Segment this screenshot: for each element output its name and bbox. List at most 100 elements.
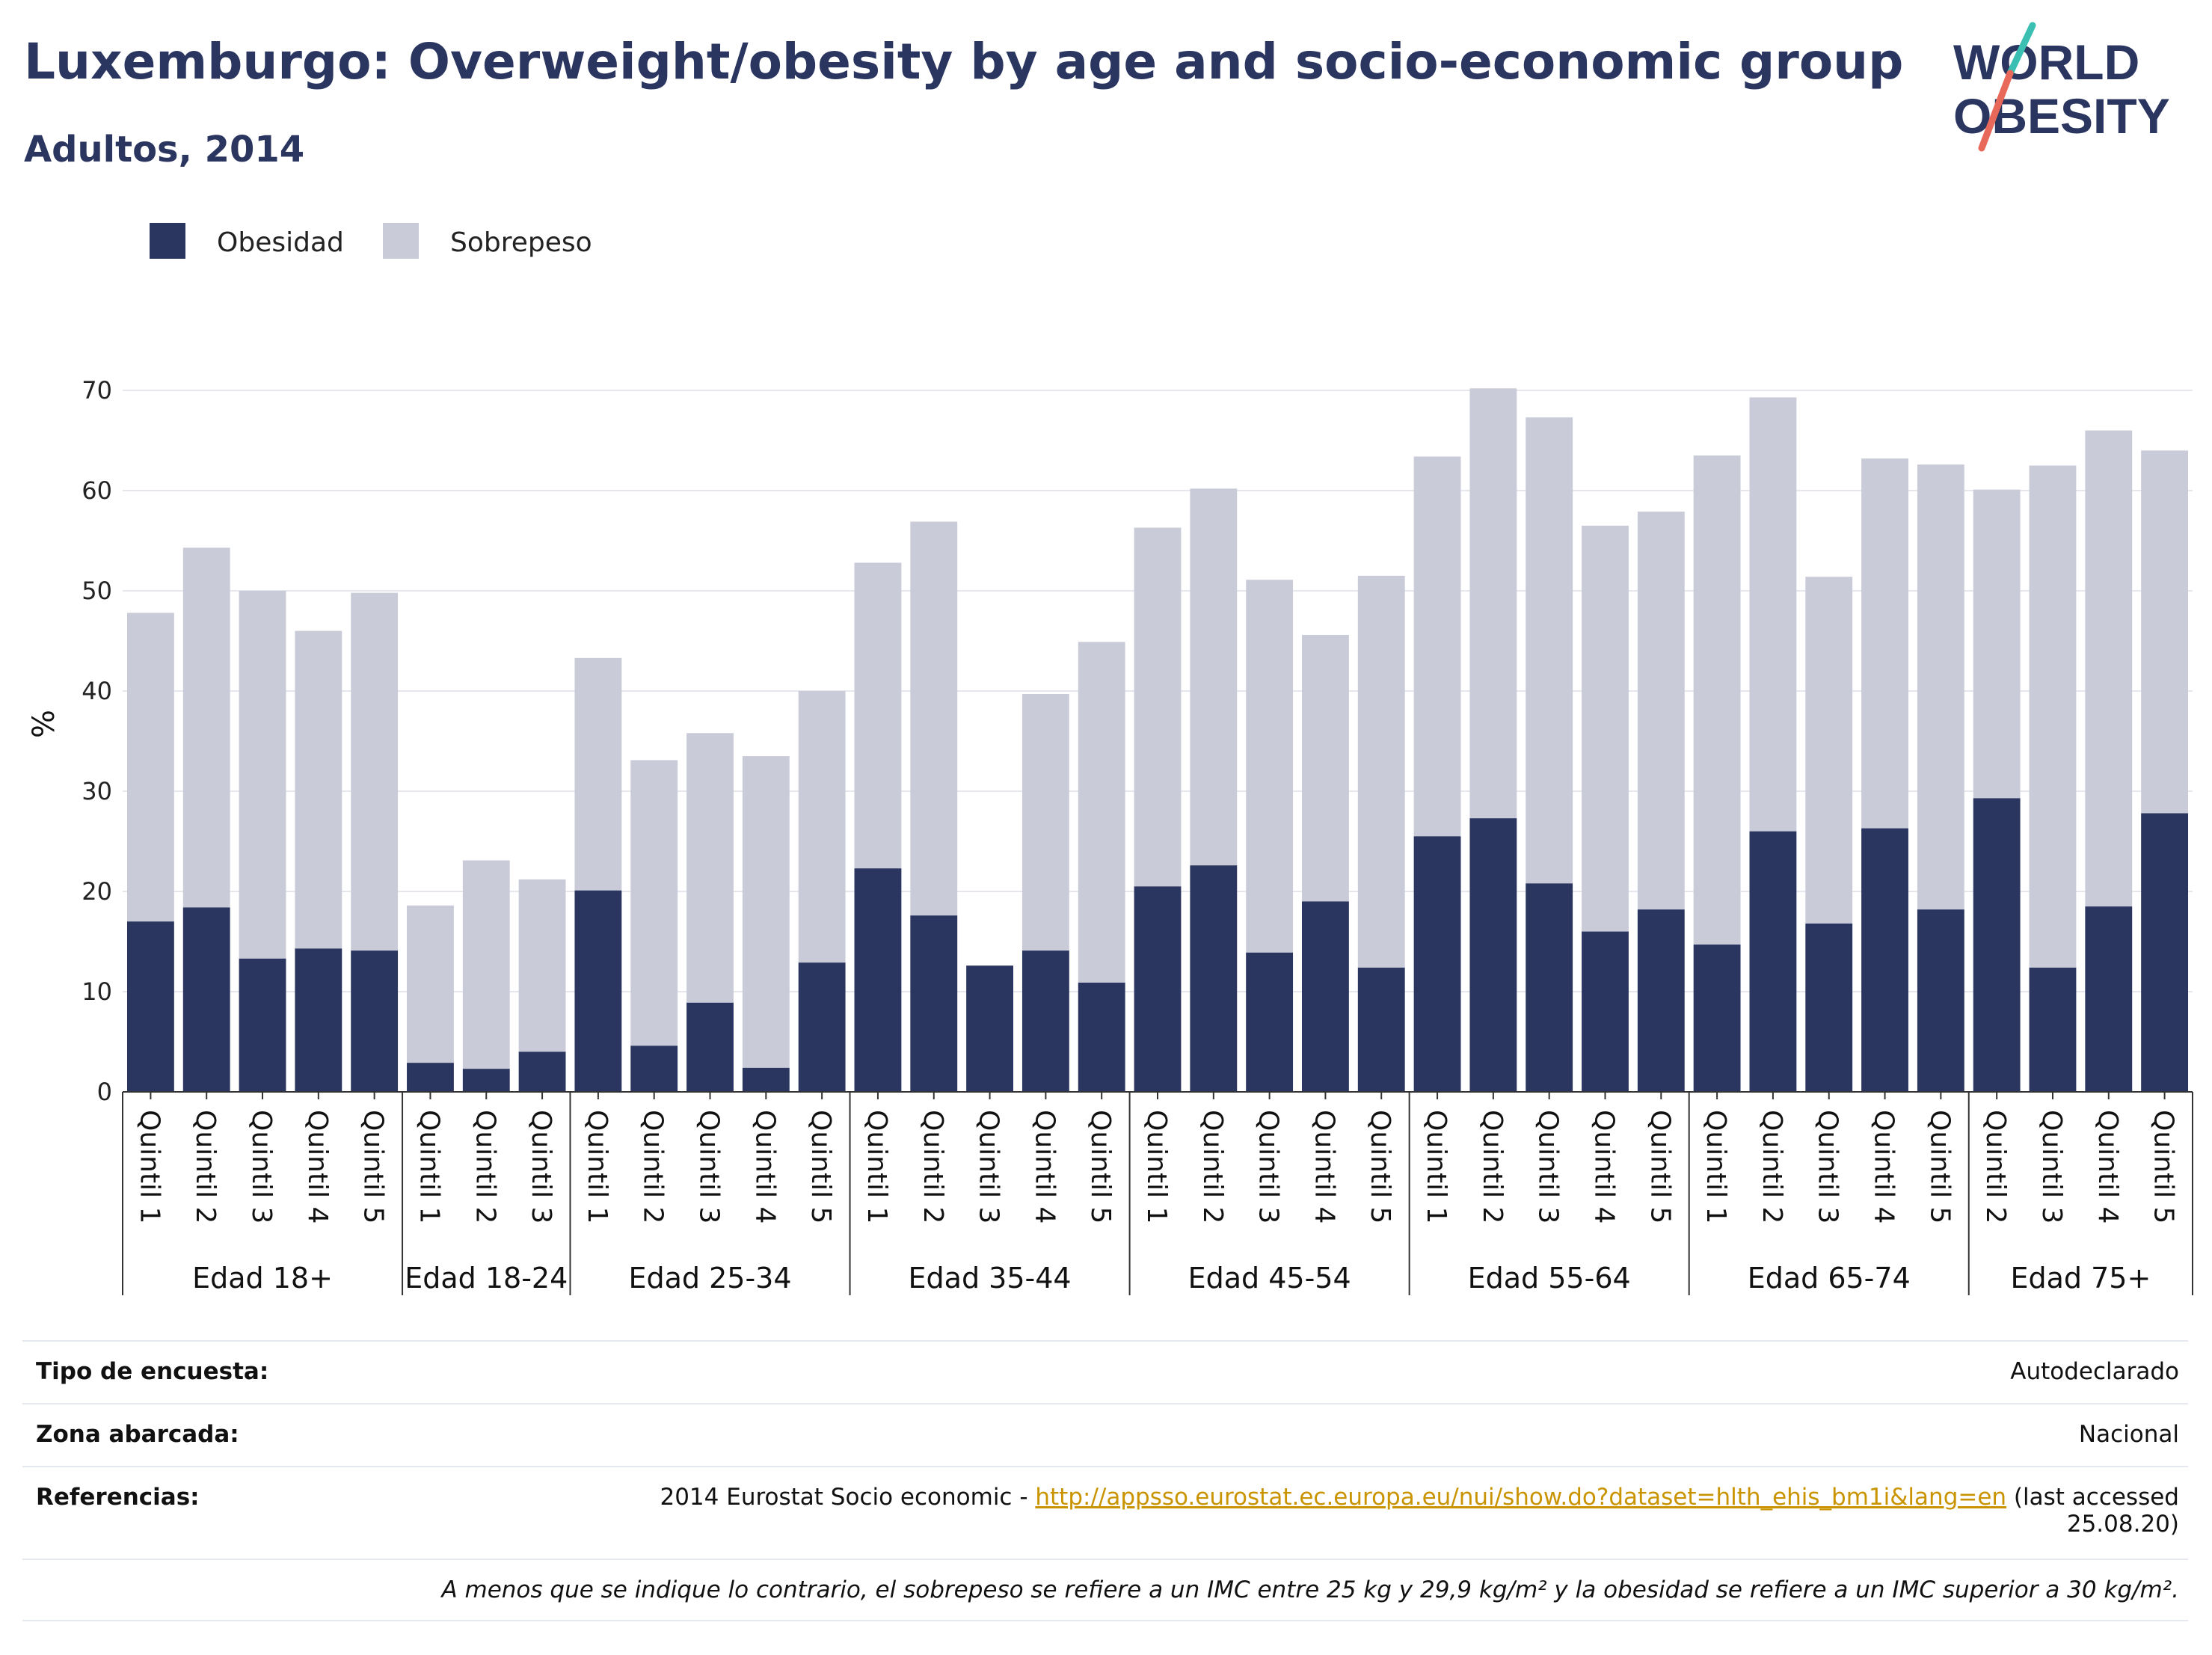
- bar-obesidad: [126, 921, 174, 1092]
- chart-subtitle: Adultos, 2014: [24, 129, 305, 171]
- bar-obesidad: [1078, 982, 1125, 1092]
- chart-title: Luxemburgo: Overweight/obesity by age an…: [24, 33, 1904, 90]
- svg-text:WORLD: WORLD: [1953, 34, 2139, 90]
- bar-sobrepeso: [239, 591, 286, 959]
- group-label: Edad 25-34: [628, 1262, 791, 1295]
- x-tick-label: Quintil 1: [1141, 1110, 1172, 1223]
- bar-sobrepeso: [407, 905, 454, 1063]
- bar-obesidad: [407, 1063, 454, 1092]
- bar-sobrepeso: [742, 756, 790, 1068]
- bar-obesidad: [630, 1045, 678, 1092]
- x-tick-label: Quintil 4: [749, 1110, 780, 1223]
- bar-obesidad: [1805, 923, 1853, 1092]
- y-tick-label: 70: [82, 376, 112, 405]
- bar-obesidad: [462, 1069, 510, 1092]
- bar-obesidad: [574, 890, 622, 1092]
- bar-obesidad: [1190, 865, 1238, 1092]
- x-tick-label: Quintil 3: [246, 1110, 277, 1223]
- x-tick-label: Quintil 4: [302, 1110, 333, 1223]
- bar-obesidad: [1134, 886, 1182, 1092]
- bar-obesidad: [798, 962, 846, 1092]
- bar-sobrepeso: [1021, 694, 1069, 951]
- bar-sobrepeso: [462, 860, 510, 1069]
- x-tick-label: Quintil 5: [805, 1110, 836, 1223]
- x-tick-label: Quintil 5: [1365, 1110, 1395, 1223]
- bar-obesidad: [686, 1002, 734, 1092]
- references-suffix: (last accessed: [2006, 1484, 2179, 1511]
- x-tick-label: Quintil 2: [918, 1110, 948, 1223]
- x-tick-label: Quintil 5: [1924, 1110, 1955, 1223]
- bar-sobrepeso: [1469, 388, 1517, 819]
- definition-note: A menos que se indique lo contrario, el …: [441, 1576, 2179, 1603]
- bar-sobrepeso: [518, 879, 566, 1052]
- bar-obesidad: [2141, 813, 2189, 1092]
- bar-obesidad: [742, 1067, 790, 1092]
- legend-swatch-obesidad: [150, 223, 185, 259]
- x-tick-label: Quintil 1: [1701, 1110, 1731, 1223]
- x-tick-label: Quintil 4: [1029, 1110, 1060, 1223]
- x-tick-label: Quintil 3: [1253, 1110, 1284, 1223]
- bar-obesidad: [1861, 828, 1908, 1092]
- references-date: 25.08.20): [2066, 1511, 2179, 1538]
- x-tick-label: Quintil 2: [190, 1110, 221, 1223]
- x-tick-label: Quintil 2: [470, 1110, 500, 1223]
- bar-sobrepeso: [295, 630, 342, 949]
- stacked-bar-chart: Obesidad Sobrepeso % 0 10 20 30 40 50 60 70 Quin…: [27, 223, 2193, 1295]
- bar-sobrepeso: [1413, 456, 1461, 837]
- bar-obesidad: [854, 868, 902, 1092]
- area-row: Zona abarcada: Nacional: [22, 1403, 2188, 1466]
- bar-sobrepeso: [1861, 458, 1908, 829]
- bar-obesidad: [1749, 831, 1797, 1092]
- bar-obesidad: [182, 907, 230, 1092]
- bar-obesidad: [1413, 836, 1461, 1092]
- x-tick-label: Quintil 3: [1533, 1110, 1564, 1223]
- bar-obesidad: [1246, 952, 1294, 1092]
- bar-sobrepeso: [1190, 488, 1238, 866]
- group-label: Edad 75+: [2010, 1262, 2151, 1295]
- bar-sobrepeso: [1749, 397, 1797, 832]
- bar-sobrepeso: [126, 612, 174, 922]
- x-tick-label: Quintil 5: [1085, 1110, 1116, 1223]
- legend-swatch-sobrepeso: [383, 223, 419, 259]
- bar-sobrepeso: [1357, 575, 1405, 968]
- x-tick-label: Quintil 4: [1588, 1110, 1619, 1223]
- bar-obesidad: [239, 958, 286, 1092]
- bar-sobrepeso: [2085, 430, 2133, 907]
- bar-obesidad: [351, 951, 399, 1092]
- y-tick-label: 10: [82, 977, 112, 1006]
- bar-obesidad: [1582, 931, 1629, 1092]
- x-tick-label: Quintil 1: [861, 1110, 892, 1223]
- group-label: Edad 65-74: [1748, 1262, 1911, 1295]
- bar-sobrepeso: [574, 657, 622, 891]
- bar-sobrepeso: [910, 521, 958, 916]
- legend-label-obesidad: Obesidad: [217, 227, 344, 258]
- bar-obesidad: [966, 965, 1013, 1092]
- bar-sobrepeso: [2141, 450, 2189, 814]
- bar-obesidad: [910, 915, 958, 1092]
- x-tick-label: Quintil 2: [1197, 1110, 1228, 1223]
- y-tick-label: 60: [82, 476, 112, 505]
- bar-obesidad: [1021, 951, 1069, 1092]
- bar-sobrepeso: [630, 760, 678, 1046]
- world-obesity-logo: WORLD OBESITY: [1953, 22, 2170, 152]
- bar-sobrepeso: [686, 733, 734, 1003]
- bar-sobrepeso: [1917, 464, 1964, 910]
- bar-sobrepeso: [182, 547, 230, 908]
- x-tick-label: Quintil 5: [1644, 1110, 1675, 1223]
- x-tick-label: Quintil 1: [1421, 1110, 1451, 1223]
- bar-sobrepeso: [1693, 455, 1741, 945]
- x-tick-label: Quintil 3: [1813, 1110, 1843, 1223]
- survey-type-label: Tipo de encuesta:: [36, 1358, 269, 1385]
- group-label: Edad 18-24: [405, 1262, 568, 1295]
- bar-obesidad: [295, 948, 342, 1092]
- y-tick-label: 20: [82, 877, 112, 906]
- bar-obesidad: [1917, 909, 1964, 1092]
- references-link[interactable]: http://appsso.eurostat.ec.europa.eu/nui/…: [1035, 1484, 2007, 1511]
- x-tick-label: Quintil 3: [694, 1110, 725, 1223]
- group-label: Edad 55-64: [1468, 1262, 1631, 1295]
- area-value: Nacional: [2078, 1421, 2179, 1448]
- bar-obesidad: [1357, 967, 1405, 1092]
- bar-sobrepeso: [1526, 417, 1573, 884]
- bar-obesidad: [1526, 883, 1573, 1092]
- x-tick-label: Quintil 3: [2036, 1110, 2067, 1223]
